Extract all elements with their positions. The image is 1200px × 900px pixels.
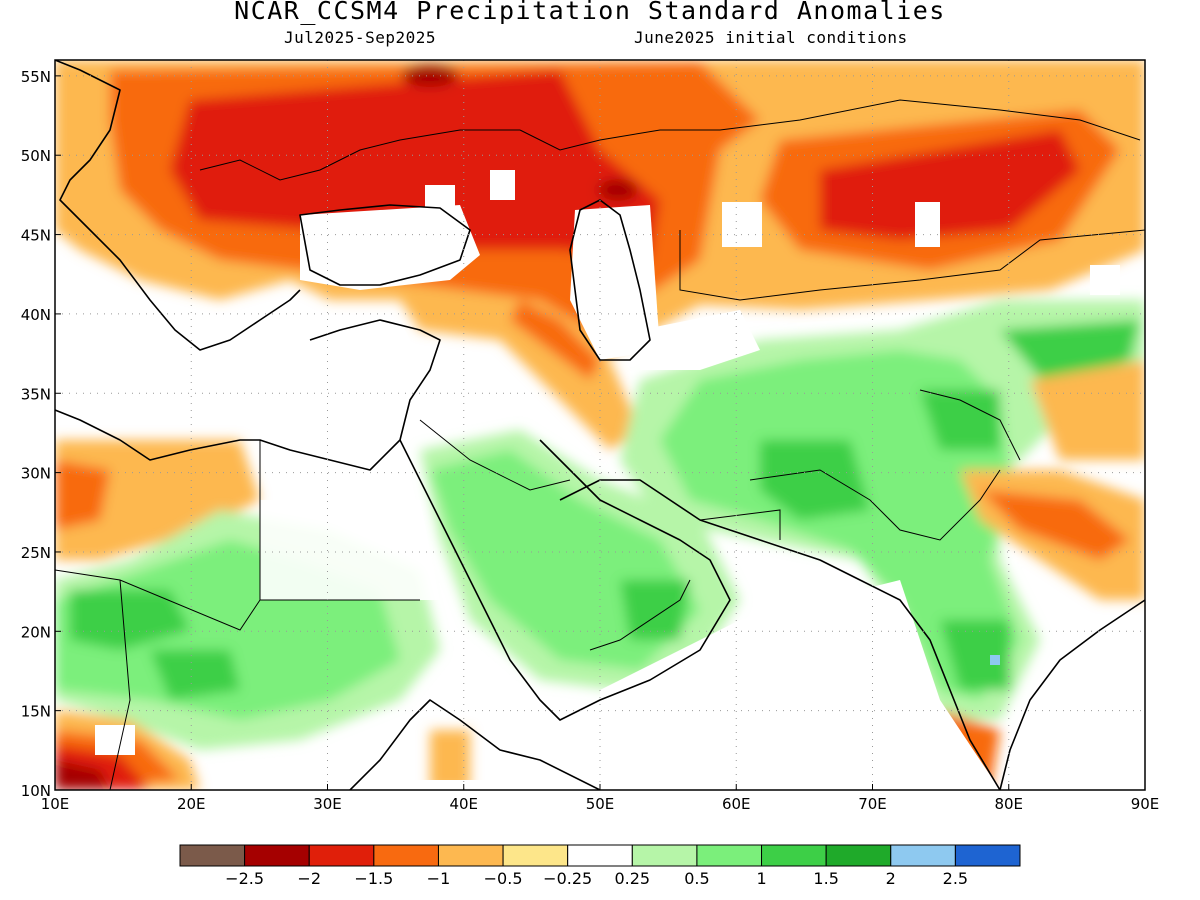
colorbar-swatch bbox=[890, 844, 956, 867]
colorbar-label: −2 bbox=[297, 869, 321, 888]
axis-labels: 10E 20E 30E 40E 50E 60E 70E 80E 90E 10N 15N 20N 25N 3… bbox=[21, 68, 1160, 813]
colorbar-label: 1.5 bbox=[813, 869, 838, 888]
country-borders bbox=[55, 99, 1145, 790]
colorbar-swatch bbox=[631, 844, 698, 867]
lat-tick-label: 55N bbox=[21, 68, 51, 86]
colorbar-swatch bbox=[502, 844, 569, 867]
colorbar-label: 0.5 bbox=[684, 869, 709, 888]
colorbar-label: 0.25 bbox=[614, 869, 650, 888]
lon-tick-label: 10E bbox=[41, 795, 70, 813]
colorbar-swatch bbox=[179, 844, 246, 867]
colorbar-swatch bbox=[373, 844, 439, 867]
colorbar-swatch bbox=[308, 844, 375, 867]
lon-tick-label: 50E bbox=[586, 795, 615, 813]
lat-tick-label: 40N bbox=[21, 306, 51, 324]
lat-tick-label: 45N bbox=[21, 227, 51, 245]
colorbar-label: −0.25 bbox=[543, 869, 592, 888]
colorbar-label: −1 bbox=[427, 869, 451, 888]
lon-tick-label: 20E bbox=[177, 795, 206, 813]
colorbar-label: 2.5 bbox=[943, 869, 968, 888]
lon-tick-label: 30E bbox=[313, 795, 342, 813]
lon-tick-label: 40E bbox=[449, 795, 478, 813]
colorbar-swatch bbox=[567, 844, 633, 867]
colorbar-label: 2 bbox=[886, 869, 896, 888]
lat-tick-label: 35N bbox=[21, 385, 51, 403]
colorbar-swatch bbox=[761, 844, 827, 867]
coastlines bbox=[55, 60, 1145, 790]
lon-tick-label: 90E bbox=[1131, 795, 1160, 813]
initial-conditions: June2025 initial conditions bbox=[634, 28, 908, 47]
colorbar-label: −2.5 bbox=[225, 869, 264, 888]
lat-tick-label: 25N bbox=[21, 544, 51, 562]
colorbar-swatch bbox=[954, 844, 1021, 867]
colorbar-label: 1 bbox=[756, 869, 766, 888]
colorbar-label: −0.5 bbox=[484, 869, 523, 888]
lon-tick-label: 80E bbox=[994, 795, 1023, 813]
colorbar-swatch bbox=[437, 844, 504, 867]
lat-tick-label: 15N bbox=[21, 703, 51, 721]
map-title: NCAR_CCSM4 Precipitation Standard Anomal… bbox=[234, 0, 946, 25]
colorbar-label: −1.5 bbox=[354, 869, 393, 888]
lat-tick-label: 30N bbox=[21, 465, 51, 483]
gridlines bbox=[55, 60, 1145, 790]
colorbar-swatch bbox=[696, 844, 763, 867]
lat-tick-label: 10N bbox=[21, 782, 51, 800]
anomaly-field bbox=[55, 60, 1145, 790]
lon-tick-label: 60E bbox=[722, 795, 751, 813]
colorbar-swatch bbox=[244, 844, 310, 867]
forecast-period: Jul2025-Sep2025 bbox=[284, 28, 436, 47]
colorbar-swatch bbox=[825, 844, 892, 867]
colorbar: −2.5 −2 −1.5 −1 −0.5 −0.25 0.25 0.5 1 1.5 2 2.5 bbox=[179, 844, 1021, 888]
lat-tick-label: 20N bbox=[21, 623, 51, 641]
lon-tick-label: 70E bbox=[858, 795, 887, 813]
lat-tick-label: 50N bbox=[21, 147, 51, 165]
